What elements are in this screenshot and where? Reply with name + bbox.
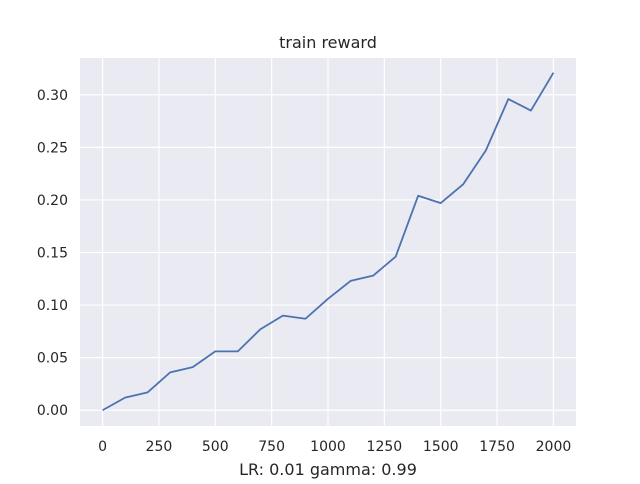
- y-tick-label: 0.30: [37, 88, 68, 104]
- y-tick-label: 0.00: [37, 403, 68, 419]
- x-tick-label: 1000: [310, 439, 346, 455]
- y-tick-label: 0.20: [37, 193, 68, 209]
- y-tick-label: 0.10: [37, 298, 68, 314]
- x-tick-label: 0: [98, 439, 107, 455]
- x-tick-label: 1250: [367, 439, 403, 455]
- x-axis-ticks: 0 250 500 750 1000 1250 1500 1750 2000: [98, 439, 571, 455]
- chart-title: train reward: [279, 33, 377, 52]
- grid: [80, 58, 576, 426]
- y-tick-label: 0.25: [37, 140, 68, 156]
- y-tick-label: 0.05: [37, 351, 68, 367]
- x-axis-label: LR: 0.01 gamma: 0.99: [239, 460, 417, 479]
- x-tick-label: 500: [202, 439, 229, 455]
- y-axis-ticks: 0.00 0.05 0.10 0.15 0.20 0.25 0.30: [37, 88, 68, 419]
- x-tick-label: 2000: [536, 439, 572, 455]
- x-tick-label: 750: [258, 439, 285, 455]
- series-line: [102, 72, 555, 412]
- x-tick-label: 250: [146, 439, 173, 455]
- x-tick-label: 1500: [423, 439, 459, 455]
- x-tick-label: 1750: [479, 439, 515, 455]
- series-layer: [102, 72, 555, 412]
- y-tick-label: 0.15: [37, 246, 68, 262]
